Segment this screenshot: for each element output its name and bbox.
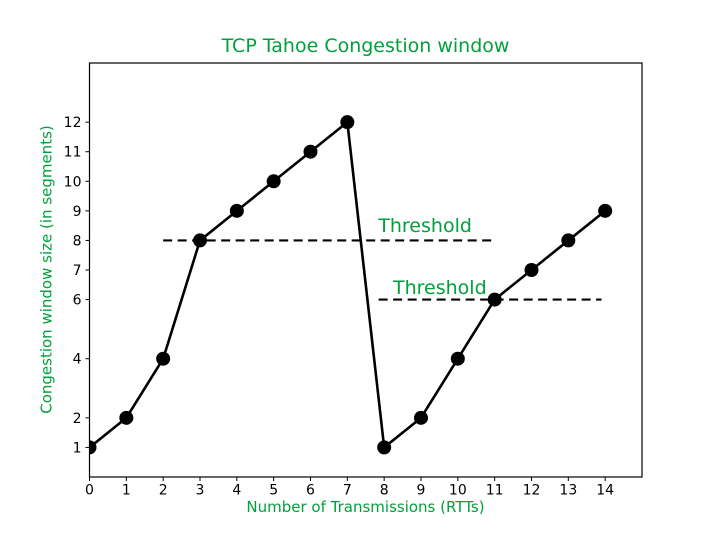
threshold-label: Threshold xyxy=(377,215,472,237)
x-tick-label: 8 xyxy=(380,483,389,499)
x-tick-label: 2 xyxy=(159,483,168,499)
x-tick-label: 11 xyxy=(486,483,504,499)
y-tick-label: 1 xyxy=(73,440,82,456)
y-axis-label: Congestion window size (in segments) xyxy=(37,125,56,414)
data-point-marker xyxy=(524,263,539,277)
x-tick-label: 4 xyxy=(232,483,241,499)
threshold-label: Threshold xyxy=(392,277,487,299)
data-point-marker xyxy=(340,115,355,130)
data-point-marker xyxy=(414,410,428,425)
x-tick-label: 6 xyxy=(306,483,315,499)
x-tick-label: 3 xyxy=(196,483,205,499)
y-tick-label: 7 xyxy=(73,263,82,279)
data-point-marker xyxy=(156,351,171,366)
data-point-marker xyxy=(450,351,465,366)
y-tick-label: 12 xyxy=(64,115,82,131)
y-tick-label: 8 xyxy=(73,233,82,249)
y-tick-label: 2 xyxy=(73,411,82,427)
data-point-marker xyxy=(193,233,207,248)
data-point-marker xyxy=(598,203,613,218)
data-point-marker xyxy=(561,233,576,248)
axis-frame xyxy=(88,62,643,478)
data-point-marker xyxy=(229,203,244,218)
data-point-marker xyxy=(377,440,392,455)
data-point-marker xyxy=(119,410,134,425)
data-point-marker xyxy=(487,292,502,307)
x-tick-label: 5 xyxy=(269,483,278,499)
x-axis-label: Number of Transmissions (RTTs) xyxy=(246,498,485,516)
chart-title: TCP Tahoe Congestion window xyxy=(221,35,510,57)
y-tick-label: 6 xyxy=(73,293,82,309)
y-tick-label: 4 xyxy=(73,352,82,368)
data-point-marker xyxy=(303,144,318,159)
x-tick-label: 10 xyxy=(449,483,467,499)
x-tick-label: 12 xyxy=(523,483,541,499)
x-tick-label: 0 xyxy=(85,483,94,499)
y-tick-label: 9 xyxy=(73,204,82,220)
x-tick-label: 9 xyxy=(417,483,426,499)
x-tick-label: 14 xyxy=(596,483,614,499)
series-line xyxy=(89,120,606,449)
x-tick-label: 7 xyxy=(343,483,352,499)
y-tick-label: 11 xyxy=(64,145,82,161)
data-point-marker xyxy=(266,174,281,189)
data-point-marker xyxy=(89,440,97,455)
x-tick-label: 1 xyxy=(122,483,131,499)
y-tick-label: 10 xyxy=(64,174,82,190)
x-tick-label: 13 xyxy=(559,483,577,499)
